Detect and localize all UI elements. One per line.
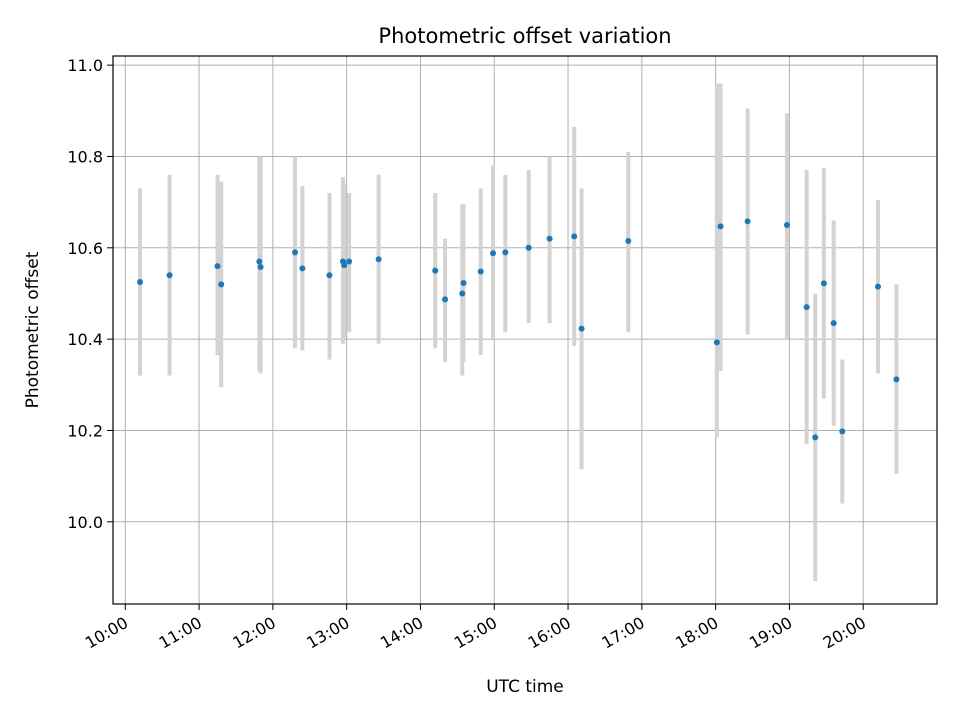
data-point: [442, 296, 449, 303]
data-point: [874, 283, 881, 290]
data-point: [717, 223, 724, 230]
data-point: [346, 258, 353, 265]
x-tick-label: 16:00: [525, 613, 574, 653]
data-point: [299, 265, 306, 272]
y-axis-label: Photometric offset: [23, 251, 43, 408]
y-tick-label: 10.6: [67, 239, 103, 258]
data-point: [812, 434, 819, 441]
x-tick-label: 10:00: [82, 613, 131, 653]
data-point: [257, 263, 264, 270]
data-point: [803, 304, 810, 311]
data-point: [432, 267, 439, 274]
chart-title: Photometric offset variation: [378, 24, 671, 48]
data-point: [893, 376, 900, 383]
data-point: [460, 279, 467, 286]
data-point: [292, 249, 299, 256]
data-point: [137, 279, 144, 286]
y-tick-label: 11.0: [67, 56, 103, 75]
data-point: [783, 221, 790, 228]
y-tick-label: 10.0: [67, 513, 103, 532]
data-point: [256, 258, 263, 265]
data-point: [525, 244, 532, 251]
x-tick-label: 12:00: [229, 613, 278, 653]
data-point: [578, 325, 585, 332]
data-points: [137, 218, 900, 441]
y-tick-label: 10.8: [67, 147, 103, 166]
x-tick-label: 18:00: [672, 613, 721, 653]
y-tick-label: 10.4: [67, 330, 103, 349]
error-bars: [138, 83, 899, 582]
data-point: [571, 233, 578, 240]
y-ticks: 10.0 10.2 10.4 10.6 10.8 11.0: [67, 56, 113, 532]
data-point: [477, 268, 484, 275]
data-point: [326, 272, 333, 279]
data-point: [218, 281, 225, 288]
data-point: [546, 235, 553, 242]
plot-frame: [112, 55, 938, 605]
data-point: [375, 256, 382, 263]
data-point: [744, 218, 751, 225]
data-point: [830, 320, 837, 327]
data-point: [341, 262, 348, 269]
x-tick-label: 19:00: [746, 613, 795, 653]
data-point: [625, 237, 632, 244]
data-point: [490, 250, 497, 257]
x-axis-label: UTC time: [486, 677, 564, 697]
data-point: [713, 339, 720, 346]
data-point: [820, 280, 827, 287]
data-point: [502, 249, 509, 256]
data-point: [214, 263, 221, 270]
data-point: [459, 290, 466, 297]
x-tick-label: 17:00: [598, 613, 647, 653]
x-tick-label: 20:00: [820, 613, 869, 653]
x-ticks: 10:00 11:00 12:00 13:00 14:00 15:00 16:00 17:00…: [82, 604, 869, 653]
data-point: [166, 272, 173, 279]
x-tick-label: 15:00: [451, 613, 500, 653]
x-tick-label: 14:00: [377, 613, 426, 653]
y-tick-label: 10.2: [67, 421, 103, 440]
data-point: [839, 428, 846, 435]
x-tick-label: 13:00: [303, 613, 352, 653]
x-tick-label: 11:00: [156, 613, 205, 653]
